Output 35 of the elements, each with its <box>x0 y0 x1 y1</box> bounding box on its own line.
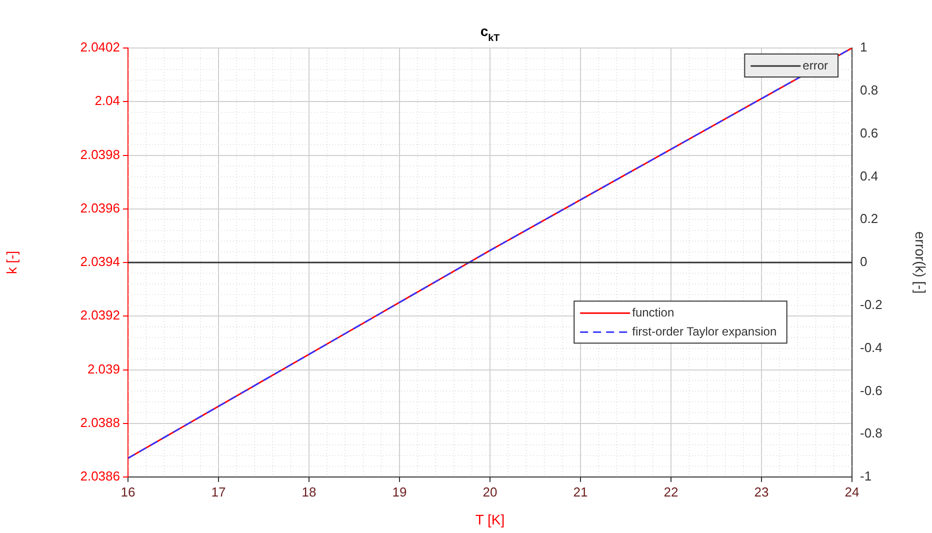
y2-tick-label: -0.6 <box>860 382 882 398</box>
y-tick-label: 2.0388 <box>80 414 120 430</box>
y2-tick-label: 0.8 <box>860 82 878 98</box>
x-axis-title: T [K] <box>475 511 505 528</box>
x-tick-label: 19 <box>392 484 407 500</box>
y2-tick-label: 0.4 <box>860 168 878 184</box>
y2-tick-label: -1 <box>860 468 872 484</box>
y-tick-label: 2.0396 <box>80 200 120 216</box>
y-tick-label: 2.039 <box>87 361 120 376</box>
y2-tick-label: 0.6 <box>860 125 878 140</box>
y2-tick-label: -0.2 <box>860 296 882 312</box>
x-tick-label: 20 <box>482 484 498 500</box>
y2-tick-label: 1 <box>860 40 868 55</box>
x-tick-label: 16 <box>120 484 136 500</box>
y-tick-label: 2.0394 <box>80 254 120 270</box>
y-tick-label: 2.0402 <box>80 40 120 55</box>
y2-tick-label: -0.8 <box>860 426 882 441</box>
x-tick-label: 18 <box>302 484 316 500</box>
x-tick-label: 23 <box>754 484 769 500</box>
y-tick-label: 2.0398 <box>80 146 120 162</box>
y-tick-label: 2.0386 <box>80 468 120 484</box>
y2-tick-label: 0 <box>860 254 868 270</box>
legend-label: error <box>802 58 828 72</box>
y-tick-label: 2.0392 <box>80 308 120 323</box>
legend-label: function <box>632 305 674 320</box>
y2-axis-title: error(k) [-] <box>912 231 929 294</box>
x-tick-label: 21 <box>573 484 588 500</box>
y2-tick-label: -0.4 <box>860 340 882 355</box>
y-tick-label: 2.04 <box>94 93 120 108</box>
x-tick-label: 22 <box>664 484 678 500</box>
x-tick-label: 17 <box>211 484 226 500</box>
y2-tick-label: 0.2 <box>860 211 878 226</box>
legend-label: first-order Taylor expansion <box>632 324 777 338</box>
x-tick-label: 24 <box>844 484 860 500</box>
y-axis-title: k [-] <box>3 250 20 274</box>
